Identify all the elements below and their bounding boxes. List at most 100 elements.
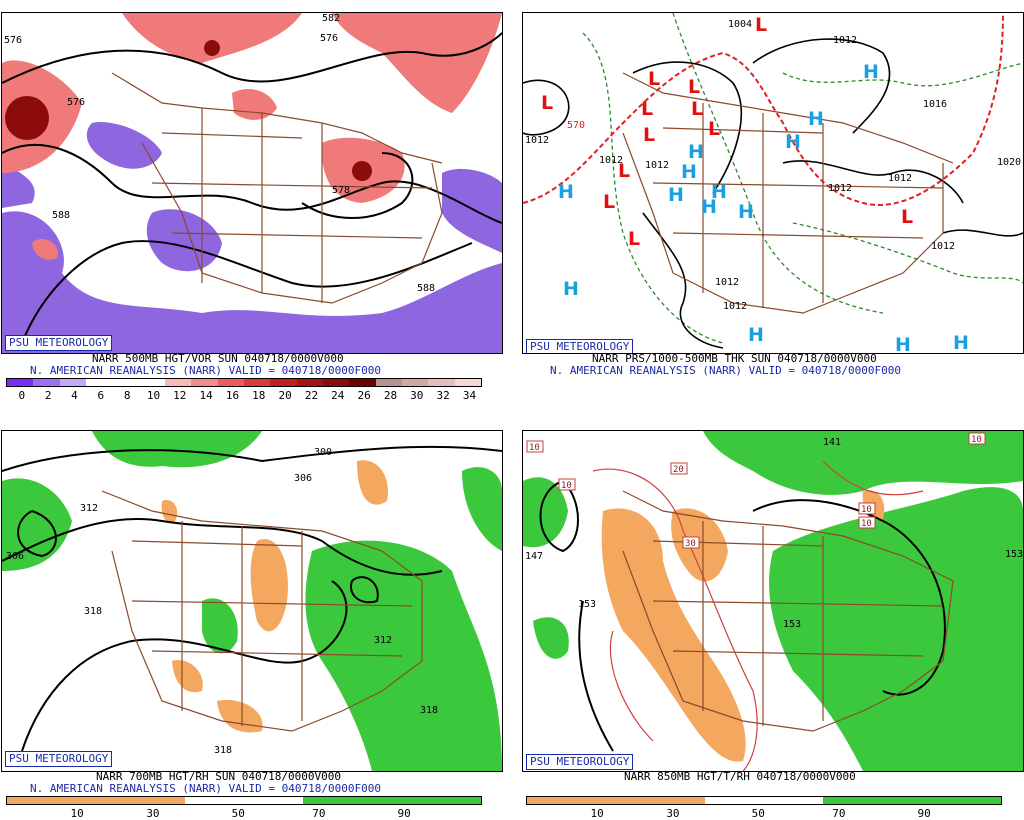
scale-tick-label: 22 <box>304 389 319 402</box>
panel-sea-level-pressure-thickness: L L L L L L L L L L L L H H H H H H H <box>520 0 1024 409</box>
contour-label: 306 <box>294 473 312 484</box>
contour-label: 576 <box>320 33 338 44</box>
temperature-label: 20 <box>673 465 684 475</box>
isobar-label: 1012 <box>828 183 852 194</box>
map-500mb-drawing: 576 582 576 578 588 588 576 <box>2 13 502 353</box>
low-symbol: L <box>648 68 660 90</box>
scale-tick-label: 6 <box>97 389 105 402</box>
scale-tick-label: 90 <box>917 807 931 820</box>
high-symbol: H <box>563 278 579 300</box>
map-pressure-drawing: L L L L L L L L L L L L H H H H H H H <box>523 13 1023 353</box>
temperature-contours <box>592 460 924 771</box>
scale-tick-label: 70 <box>832 807 846 820</box>
panel-title-line: NARR PRS/1000-500MB THK SUN 040718/0000V… <box>592 352 877 365</box>
color-scale-swatch <box>270 379 297 386</box>
scale-tick-label: 4 <box>71 389 78 402</box>
vorticity-color-scale <box>6 378 482 387</box>
color-scale-swatch <box>138 379 165 386</box>
color-scale-swatch <box>243 379 271 386</box>
contour-label: 312 <box>80 503 98 514</box>
contour-label: 576 <box>4 35 22 46</box>
contour-label: 588 <box>417 283 435 294</box>
political-borders <box>622 72 954 314</box>
low-symbol: L <box>643 124 655 146</box>
color-scale-swatch <box>454 379 481 386</box>
color-scale-swatch <box>217 379 244 386</box>
rh-scale-ticks: 10 30 50 70 90 <box>526 808 1000 820</box>
contour-label: 318 <box>84 606 102 617</box>
low-symbol: L <box>618 160 630 182</box>
scale-tick-label: 30 <box>146 807 160 820</box>
color-scale-swatch <box>85 379 113 386</box>
isobar-label: 1012 <box>525 135 549 146</box>
isobar-label: 1012 <box>931 241 955 252</box>
isobar-label: 1016 <box>923 99 947 110</box>
contour-label: 576 <box>67 97 85 108</box>
low-symbol: L <box>901 206 913 228</box>
color-scale-swatch <box>7 379 34 386</box>
temperature-label: 10 <box>561 481 572 491</box>
scale-tick-label: 14 <box>199 389 213 402</box>
contour-label: 153 <box>783 619 801 630</box>
scale-tick-label: 10 <box>70 807 84 820</box>
scale-tick-label: 28 <box>383 389 398 402</box>
high-symbol: H <box>681 161 697 183</box>
thickness-contours <box>582 13 1023 344</box>
contour-label: 306 <box>6 551 24 562</box>
high-pressure-centers: H H H H H H H H H H H H H H <box>558 61 969 353</box>
isobars <box>523 38 1023 349</box>
high-symbol: H <box>738 201 754 223</box>
scale-tick-label: 50 <box>231 807 245 820</box>
scale-tick-label: 30 <box>410 389 424 402</box>
scale-tick-label: 90 <box>397 807 411 820</box>
contour-label: 578 <box>332 185 350 196</box>
contour-label: 300 <box>314 447 332 458</box>
isobar-labels: 1004 1012 1012 1012 1012 1012 1012 1012 … <box>525 19 1021 312</box>
scale-tick-label: 10 <box>146 389 161 402</box>
political-borders <box>111 72 443 304</box>
political-borders <box>101 490 423 732</box>
contour-label: 318 <box>214 745 232 756</box>
panel-title-line: NARR 850MB HGT/T/RH 040718/0000V000 <box>624 770 856 783</box>
contour-label: 153 <box>1005 549 1023 560</box>
thickness-540-contour <box>523 13 1004 206</box>
isobar-label: 1012 <box>715 277 739 288</box>
scale-tick-label: 2 <box>44 389 52 402</box>
height-contours <box>2 32 502 344</box>
thickness-label: 570 <box>567 120 585 131</box>
contour-label: 141 <box>823 437 841 448</box>
color-scale-swatch <box>401 379 429 386</box>
panel-700mb-relative-humidity: 300 306 312 306 318 312 318 318 PSU METE… <box>0 418 505 820</box>
low-symbol: L <box>708 118 720 140</box>
height-labels: 147 153 153 153 141 <box>525 437 1023 630</box>
psu-meteorology-badge: PSU METEOROLOGY <box>5 751 113 767</box>
vorticity-maxima <box>5 40 372 181</box>
low-symbol: L <box>691 98 703 120</box>
color-scale-swatch <box>33 379 60 386</box>
isobar-label: 1004 <box>728 19 752 30</box>
moist-areas <box>523 431 1023 771</box>
color-scale-swatch <box>322 379 350 386</box>
scale-tick-label: 32 <box>436 389 450 402</box>
political-borders <box>622 490 954 732</box>
scale-tick-label: 70 <box>312 807 326 820</box>
psu-meteorology-badge: PSU METEOROLOGY <box>526 339 634 353</box>
contour-labels: 576 582 576 578 588 588 576 <box>4 13 435 294</box>
contour-labels: 300 306 312 306 318 312 318 318 <box>6 447 438 756</box>
map-850mb-drawing: 147 153 153 153 141 10 10 20 30 10 10 <box>523 431 1023 771</box>
scale-tick-label: 26 <box>357 389 371 402</box>
color-scale-swatch <box>112 379 139 386</box>
scale-tick-label: 18 <box>252 389 266 402</box>
color-scale-swatch <box>191 379 218 386</box>
isobar-label: 1012 <box>888 173 912 184</box>
isobar-label: 1012 <box>833 35 857 46</box>
height-contours <box>539 480 946 752</box>
negative-vorticity-areas <box>2 122 502 353</box>
panel-valid-line: N. AMERICAN REANALYSIS (NARR) VALID = 04… <box>30 782 381 795</box>
scale-tick-label: 34 <box>462 389 477 402</box>
color-scale-swatch <box>428 379 455 386</box>
low-symbol: L <box>628 228 640 250</box>
map-700mb-drawing: 300 306 312 306 318 312 318 318 <box>2 431 502 771</box>
scale-tick-label: 0 <box>18 389 26 402</box>
low-symbol: L <box>541 92 553 114</box>
